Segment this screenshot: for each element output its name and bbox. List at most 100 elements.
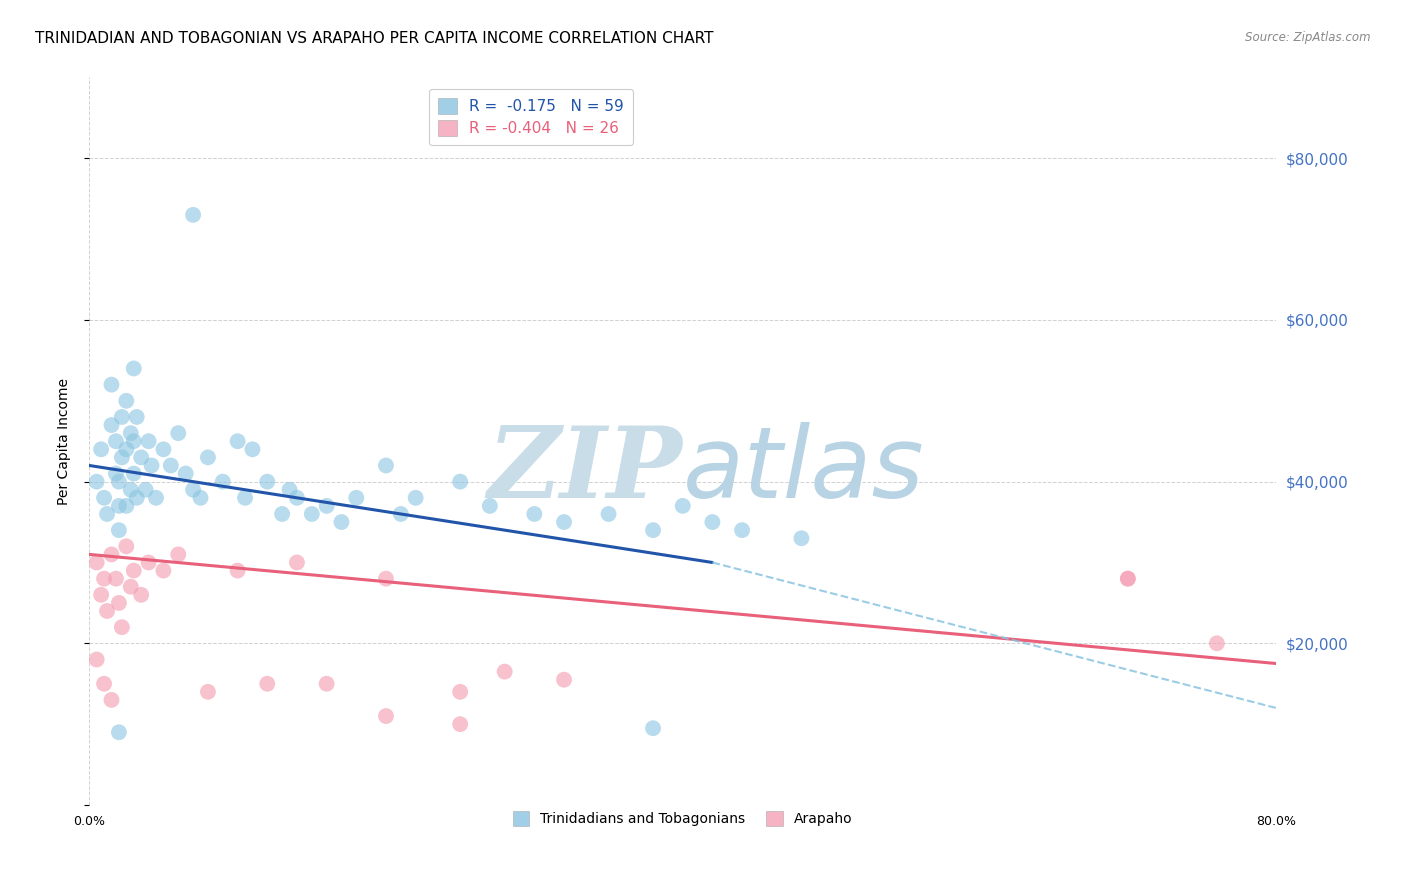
Point — [167, 548, 190, 562]
Point — [120, 580, 142, 594]
Point — [104, 434, 127, 449]
Point — [315, 677, 337, 691]
Point — [1205, 636, 1227, 650]
Point — [405, 491, 427, 505]
Point — [160, 458, 183, 473]
Point — [125, 409, 148, 424]
Point — [598, 507, 620, 521]
Point — [115, 442, 138, 457]
Point — [122, 564, 145, 578]
Point — [211, 475, 233, 489]
Point — [190, 491, 212, 505]
Point — [108, 475, 131, 489]
Point — [233, 491, 256, 505]
Point — [111, 450, 134, 465]
Point — [523, 507, 546, 521]
Point — [478, 499, 501, 513]
Point — [181, 483, 204, 497]
Point — [141, 458, 163, 473]
Text: Source: ZipAtlas.com: Source: ZipAtlas.com — [1246, 31, 1371, 45]
Point — [641, 523, 664, 537]
Point — [1116, 572, 1139, 586]
Point — [672, 499, 695, 513]
Point — [100, 548, 122, 562]
Point — [90, 588, 112, 602]
Point — [449, 717, 471, 731]
Point — [330, 515, 353, 529]
Point — [553, 673, 575, 687]
Point — [702, 515, 724, 529]
Y-axis label: Per Capita Income: Per Capita Income — [58, 377, 72, 505]
Point — [108, 523, 131, 537]
Point — [135, 483, 157, 497]
Point — [86, 652, 108, 666]
Point — [790, 531, 813, 545]
Point — [285, 491, 308, 505]
Point — [174, 467, 197, 481]
Point — [145, 491, 167, 505]
Point — [181, 208, 204, 222]
Text: ZIP: ZIP — [488, 422, 683, 518]
Point — [115, 499, 138, 513]
Point — [375, 572, 398, 586]
Point — [285, 556, 308, 570]
Point — [122, 467, 145, 481]
Point — [96, 604, 118, 618]
Point — [100, 418, 122, 433]
Point — [375, 458, 398, 473]
Point — [115, 539, 138, 553]
Point — [129, 588, 152, 602]
Point — [138, 556, 160, 570]
Point — [108, 725, 131, 739]
Point — [96, 507, 118, 521]
Point — [111, 409, 134, 424]
Point — [494, 665, 516, 679]
Point — [138, 434, 160, 449]
Point — [86, 475, 108, 489]
Point — [256, 677, 278, 691]
Point — [197, 685, 219, 699]
Point — [197, 450, 219, 465]
Point — [152, 564, 174, 578]
Point — [129, 450, 152, 465]
Point — [278, 483, 301, 497]
Point — [344, 491, 367, 505]
Text: atlas: atlas — [683, 422, 924, 519]
Point — [120, 483, 142, 497]
Point — [125, 491, 148, 505]
Point — [641, 721, 664, 735]
Point — [553, 515, 575, 529]
Point — [226, 564, 249, 578]
Point — [115, 393, 138, 408]
Point — [301, 507, 323, 521]
Point — [122, 434, 145, 449]
Point — [256, 475, 278, 489]
Point — [100, 693, 122, 707]
Legend: Trinidadians and Tobagonians, Arapaho: Trinidadians and Tobagonians, Arapaho — [505, 803, 860, 834]
Point — [86, 556, 108, 570]
Point — [1116, 572, 1139, 586]
Point — [226, 434, 249, 449]
Point — [90, 442, 112, 457]
Point — [111, 620, 134, 634]
Point — [108, 596, 131, 610]
Point — [271, 507, 294, 521]
Point — [100, 377, 122, 392]
Point — [122, 361, 145, 376]
Point — [152, 442, 174, 457]
Text: TRINIDADIAN AND TOBAGONIAN VS ARAPAHO PER CAPITA INCOME CORRELATION CHART: TRINIDADIAN AND TOBAGONIAN VS ARAPAHO PE… — [35, 31, 714, 46]
Point — [389, 507, 412, 521]
Point — [104, 467, 127, 481]
Point — [93, 677, 115, 691]
Point — [167, 426, 190, 441]
Point — [108, 499, 131, 513]
Point — [731, 523, 754, 537]
Point — [315, 499, 337, 513]
Point — [93, 572, 115, 586]
Point — [104, 572, 127, 586]
Point — [120, 426, 142, 441]
Point — [449, 685, 471, 699]
Point — [242, 442, 264, 457]
Point — [449, 475, 471, 489]
Point — [93, 491, 115, 505]
